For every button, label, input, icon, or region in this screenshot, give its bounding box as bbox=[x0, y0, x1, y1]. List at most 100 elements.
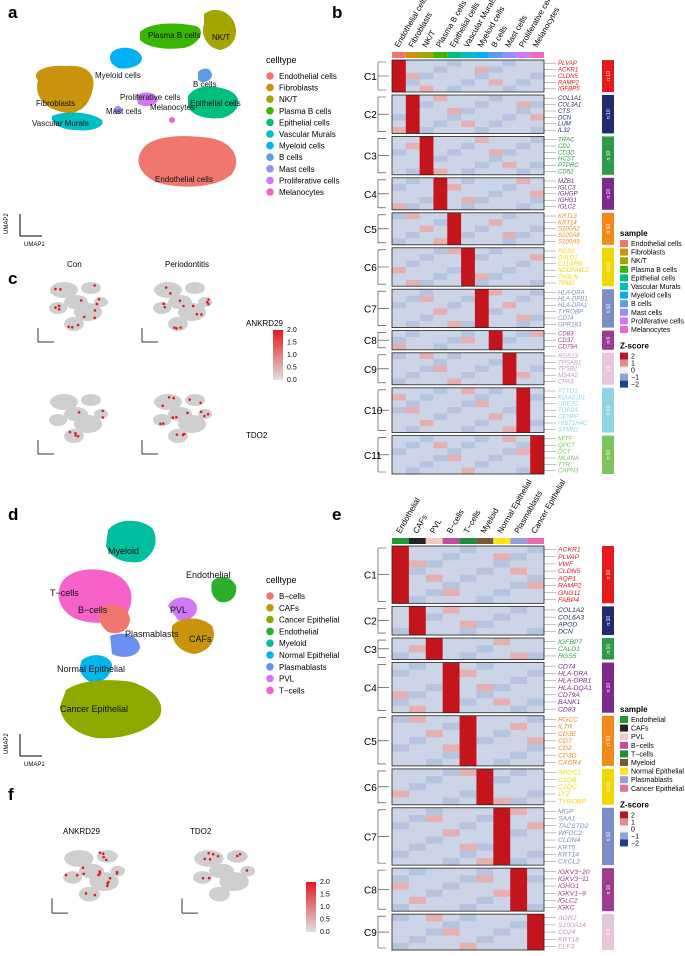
heatmap-cell bbox=[476, 768, 494, 777]
heatmap-cell bbox=[408, 807, 427, 816]
heatmap-cell bbox=[461, 127, 476, 134]
heatmap-cell bbox=[530, 426, 545, 433]
heatmap-cell bbox=[405, 190, 420, 198]
heatmap-cell bbox=[493, 652, 511, 660]
umap-a-labels: Plasma B cells NK/T Myeloid cells B cell… bbox=[32, 31, 241, 184]
heatmap-cell bbox=[442, 596, 460, 604]
heatmap-cell bbox=[474, 254, 490, 261]
heatmap-cell bbox=[516, 378, 531, 386]
heatmap-cell bbox=[392, 66, 407, 74]
heatmap-cell bbox=[442, 574, 460, 583]
heatmap-cell bbox=[447, 407, 462, 414]
heatmap-cell bbox=[447, 337, 462, 344]
expression-dot bbox=[201, 876, 205, 880]
heatmap-cell bbox=[392, 387, 407, 395]
gene-label: KIAA0101 bbox=[558, 394, 585, 401]
heatmap-cell bbox=[516, 407, 531, 414]
heatmap-cell bbox=[493, 807, 511, 816]
heatmap-cell bbox=[474, 289, 490, 296]
scale-c-ticks: 2.01.51.00.50.0 bbox=[287, 327, 297, 384]
heatmap-cell bbox=[527, 652, 545, 660]
heatmap-cell bbox=[510, 797, 528, 806]
gene-label: IGFBP5 bbox=[558, 86, 580, 93]
heatmap-cell bbox=[530, 149, 545, 156]
heatmap-cell bbox=[419, 72, 434, 80]
heatmap-cell bbox=[408, 776, 427, 784]
heatmap-cell bbox=[530, 407, 545, 414]
heatmap-cell bbox=[493, 896, 511, 905]
heatmap-cell bbox=[476, 546, 494, 554]
heatmap-cell bbox=[408, 857, 427, 866]
heatmap-cell bbox=[459, 903, 477, 912]
heatmap-cell bbox=[433, 162, 448, 169]
heatmap-cell bbox=[442, 882, 460, 890]
heatmap-cell bbox=[442, 737, 460, 745]
heatmap-cell bbox=[425, 715, 443, 724]
heatmap-cell bbox=[392, 260, 407, 268]
gene-label: IGFBP7 bbox=[558, 639, 582, 646]
cl-d-2: T−cells bbox=[50, 588, 79, 598]
heatmap-cell bbox=[405, 232, 420, 239]
sample-legend-swatch bbox=[620, 784, 628, 792]
heatmap-cell bbox=[474, 378, 490, 386]
heatmap-cell bbox=[510, 574, 528, 583]
panel-c-gene-1: ANKRD29 bbox=[246, 319, 283, 328]
heatmap-cell bbox=[476, 560, 494, 568]
heatmap-cell bbox=[459, 935, 477, 944]
heatmap-cell bbox=[476, 606, 494, 614]
heatmap-cell bbox=[442, 722, 460, 731]
heatmap-cell bbox=[502, 267, 517, 274]
gene-label: IGLC2 bbox=[558, 898, 578, 905]
heatmap-cell bbox=[516, 413, 531, 421]
heatmap-cell bbox=[392, 149, 407, 156]
heatmap-cell bbox=[419, 359, 434, 366]
sample-legend-swatch bbox=[620, 240, 628, 247]
heatmap-cell bbox=[425, 921, 443, 929]
heatmap-cell bbox=[425, 751, 443, 760]
heatmap-cell bbox=[447, 321, 462, 328]
panel-c-title-con: Con bbox=[67, 260, 82, 269]
heatmap-cell bbox=[527, 715, 545, 724]
zscore-swatch bbox=[620, 359, 628, 367]
sample-legend-swatch bbox=[620, 776, 628, 784]
expression-dot bbox=[101, 852, 105, 856]
cluster-box bbox=[391, 807, 545, 866]
zscore-tick: −1 bbox=[631, 375, 639, 382]
heatmap-cell bbox=[447, 448, 462, 456]
heatmap-cell bbox=[392, 107, 407, 115]
heatmap-cell bbox=[502, 260, 517, 268]
scale-tick-label: 0.0 bbox=[320, 929, 330, 936]
heatmap-cell bbox=[502, 321, 517, 328]
heatmap-cell bbox=[474, 60, 490, 67]
heatmap-cell bbox=[461, 372, 476, 379]
heatmap-cell bbox=[527, 596, 545, 604]
heatmap-cell bbox=[405, 454, 420, 462]
heatmap-cell bbox=[405, 295, 420, 303]
gene-label: ELF3 bbox=[558, 944, 574, 951]
heatmap-cell bbox=[459, 868, 477, 876]
heatmap-cell bbox=[530, 372, 545, 379]
gene-label: TACSTD2 bbox=[558, 823, 589, 830]
heatmap-cell bbox=[493, 691, 511, 699]
heatmap-cell bbox=[474, 426, 490, 433]
heatmap-cell bbox=[476, 942, 494, 951]
heatmap-cell bbox=[425, 889, 443, 898]
sample-legend-label: Cancer Epithelial bbox=[631, 786, 684, 793]
heatmap-cell bbox=[408, 814, 427, 823]
heatmap-cell bbox=[510, 662, 528, 671]
expression-dot bbox=[93, 309, 97, 312]
heatmap-cell bbox=[530, 461, 545, 468]
heatmap-cell bbox=[510, 896, 528, 905]
heatmap-cell bbox=[502, 279, 517, 287]
heatmap-cell bbox=[425, 942, 443, 951]
cluster-n-label: n:10 bbox=[606, 644, 612, 654]
sample-legend-swatch bbox=[620, 283, 628, 290]
expression-dot bbox=[164, 286, 168, 289]
panel-c-scale: 2.01.51.00.50.0 bbox=[273, 327, 297, 384]
heatmap-cell bbox=[392, 454, 407, 462]
heatmap-cell bbox=[459, 882, 477, 890]
heatmap-cell bbox=[433, 407, 448, 414]
heatmap-cell bbox=[527, 868, 545, 876]
sample-legend-label: NK/T bbox=[631, 258, 648, 265]
cluster-label: C8 bbox=[364, 886, 377, 897]
